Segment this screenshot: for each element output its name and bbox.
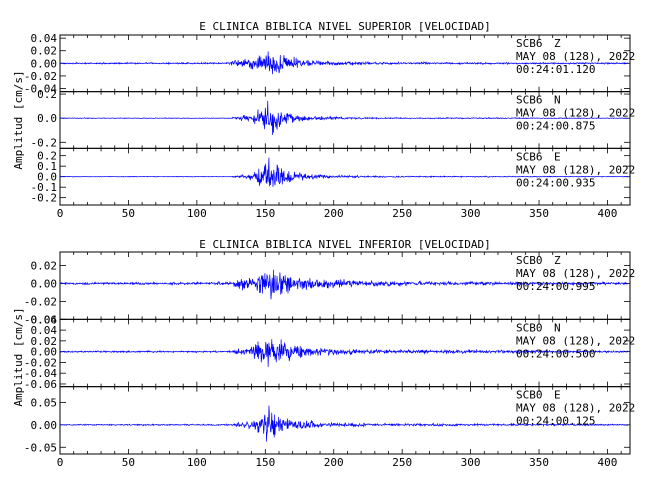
time-label: 00:24:00.125 [516, 415, 595, 428]
trace-line [59, 339, 629, 367]
station-label: SCB6 [516, 150, 543, 163]
x-tick-label: 0 [57, 456, 64, 469]
station-label: SCB0 [516, 321, 543, 334]
component-label: N [554, 94, 561, 107]
component-label: N [554, 321, 561, 334]
y-tick-label: -0.05 [24, 441, 57, 454]
x-tick-label: 250 [392, 456, 412, 469]
component-label: Z [554, 254, 561, 267]
station-label: SCB6 [516, 37, 543, 50]
panel-frame [59, 386, 631, 455]
y-axis-label: Amplitud [cm/s] [12, 307, 25, 406]
chart-title: E CLINICA BIBLICA NIVEL SUPERIOR [VELOCI… [199, 20, 490, 33]
x-tick-label: 100 [187, 456, 207, 469]
time-label: 00:24:00.500 [516, 347, 595, 360]
x-tick-label: 150 [255, 456, 275, 469]
component-label: Z [554, 37, 561, 50]
y-tick-label: -0.2 [31, 136, 58, 149]
trace-line [59, 100, 629, 135]
x-tick-label: 300 [461, 456, 481, 469]
y-tick-label: 0.02 [31, 335, 58, 348]
y-tick-label: 0.2 [37, 88, 57, 101]
date-label: MAY 08 (128), 2022 [516, 50, 635, 63]
date-label: MAY 08 (128), 2022 [516, 163, 635, 176]
date-label: MAY 08 (128), 2022 [516, 402, 635, 415]
station-label: SCB6 [516, 94, 543, 107]
y-tick-label: -0.02 [24, 356, 57, 369]
y-tick-label: 0.00 [31, 57, 58, 70]
figure-group-0: E CLINICA BIBLICA NIVEL SUPERIOR [VELOCI… [12, 20, 635, 220]
component-label: E [554, 389, 561, 402]
time-label: 00:24:01.120 [516, 63, 595, 76]
y-tick-label: 0.05 [31, 396, 58, 409]
trace-line [59, 157, 629, 187]
x-tick-label: 50 [122, 456, 135, 469]
y-tick-label: 0.04 [31, 32, 58, 45]
y-tick-label: -0.04 [24, 83, 57, 96]
x-tick-label: 0 [57, 207, 64, 220]
station-label: SCB0 [516, 254, 543, 267]
x-tick-label: 250 [392, 207, 412, 220]
figure-group-1: E CLINICA BIBLICA NIVEL INFERIOR [VELOCI… [12, 238, 635, 469]
y-tick-label: 0.00 [31, 346, 58, 359]
y-tick-label: -0.2 [31, 192, 58, 205]
date-label: MAY 08 (128), 2022 [516, 267, 635, 280]
y-tick-label: 0.04 [31, 324, 58, 337]
trace-line [59, 51, 629, 75]
x-tick-label: 100 [187, 207, 207, 220]
trace-line [59, 405, 629, 442]
y-tick-label: -0.1 [31, 181, 58, 194]
y-tick-label: 0.1 [37, 160, 57, 173]
x-tick-label: 150 [255, 207, 275, 220]
x-tick-label: 200 [324, 456, 344, 469]
y-tick-label: 0.00 [31, 419, 58, 432]
time-label: 00:24:00.935 [516, 176, 595, 189]
x-tick-label: 400 [598, 207, 618, 220]
y-tick-label: 0.0 [37, 171, 57, 184]
time-label: 00:24:00.875 [516, 120, 595, 133]
trace-line [59, 269, 629, 300]
x-tick-label: 50 [122, 207, 135, 220]
y-tick-label: -0.04 [24, 313, 57, 326]
x-tick-label: 400 [598, 456, 618, 469]
y-tick-label: 0.06 [31, 313, 58, 326]
y-tick-label: -0.04 [24, 367, 57, 380]
x-tick-label: 350 [529, 456, 549, 469]
date-label: MAY 08 (128), 2022 [516, 334, 635, 347]
y-tick-label: 0.02 [31, 259, 58, 272]
x-tick-label: 350 [529, 207, 549, 220]
x-tick-label: 200 [324, 207, 344, 220]
figure-root: E CLINICA BIBLICA NIVEL SUPERIOR [VELOCI… [12, 20, 635, 469]
component-label: E [554, 150, 561, 163]
date-label: MAY 08 (128), 2022 [516, 107, 635, 120]
time-label: 00:24:00.995 [516, 280, 595, 293]
x-tick-label: 300 [461, 207, 481, 220]
y-tick-label: -0.06 [24, 378, 57, 391]
y-tick-label: 0.00 [31, 277, 58, 290]
y-tick-label: 0.0 [37, 112, 57, 125]
y-axis-label: Amplitud [cm/s] [12, 70, 25, 169]
station-label: SCB0 [516, 389, 543, 402]
y-tick-label: 0.2 [37, 150, 57, 163]
chart-title: E CLINICA BIBLICA NIVEL INFERIOR [VELOCI… [199, 238, 490, 251]
y-tick-label: -0.02 [24, 70, 57, 83]
y-tick-label: -0.02 [24, 295, 57, 308]
y-tick-label: 0.02 [31, 45, 58, 58]
